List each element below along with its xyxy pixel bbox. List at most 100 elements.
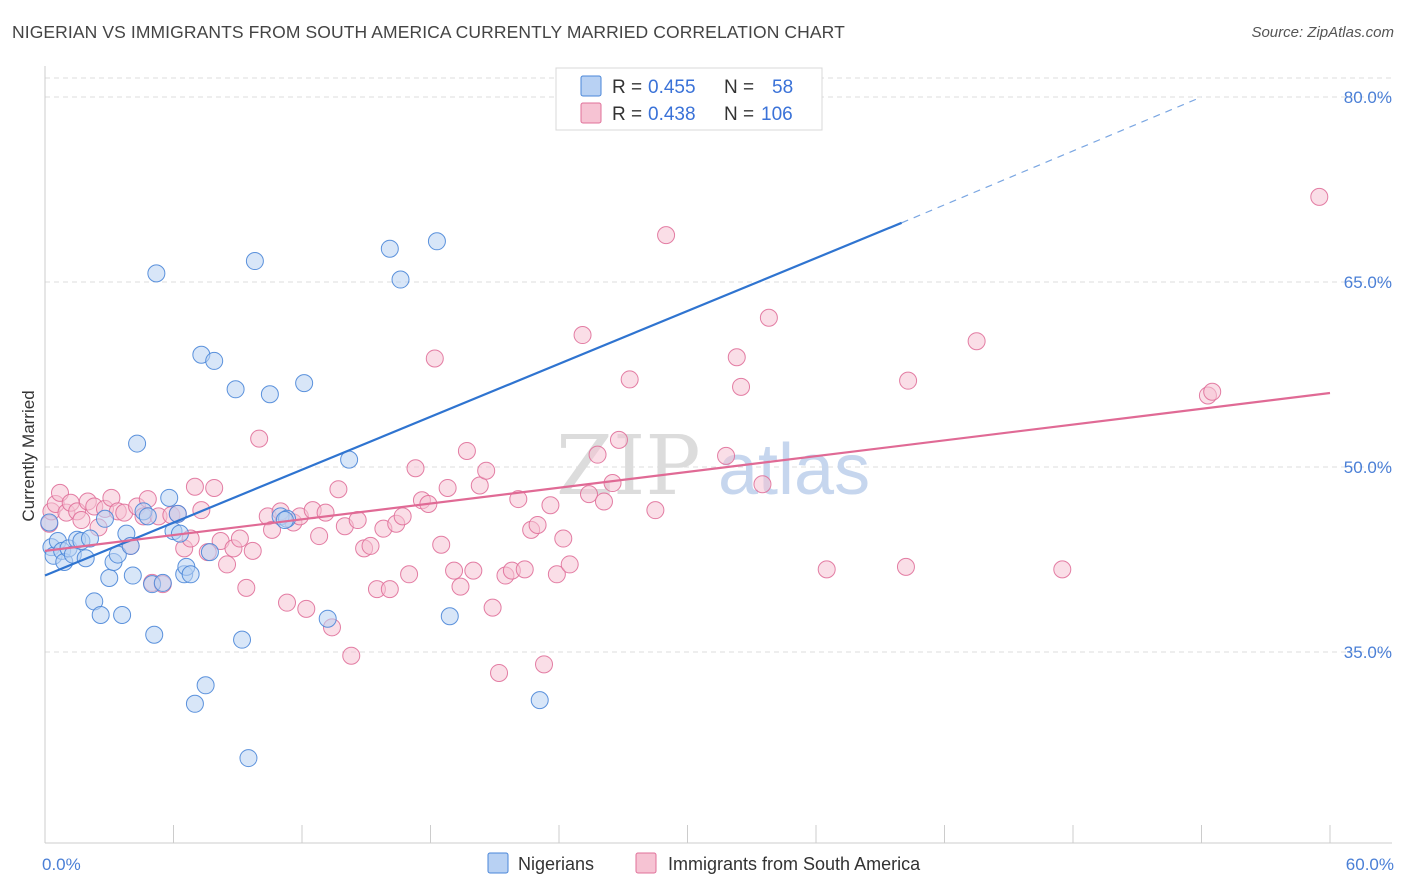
- legend-r-label-2: R =: [612, 104, 642, 125]
- immigrants-point: [727, 348, 746, 367]
- immigrants-point: [588, 445, 607, 464]
- legend-r-value-1: 0.455: [648, 77, 696, 98]
- nigerians-point: [128, 434, 147, 453]
- grid-lines: [45, 77, 1392, 653]
- immigrants-point: [278, 593, 297, 612]
- immigrants-point: [509, 490, 528, 509]
- nigerians-point: [391, 270, 410, 289]
- correlation-legend: R = 0.455 N = 58 R = 0.438 N = 106: [555, 67, 823, 131]
- nigerians-point: [113, 606, 132, 624]
- immigrants-point: [603, 474, 622, 493]
- nigerians-point: [530, 691, 549, 710]
- immigrants-point: [753, 475, 772, 494]
- watermark-zip: ZIP: [556, 419, 701, 514]
- immigrants-point: [432, 535, 451, 554]
- series-nigerians-points: [40, 100, 821, 768]
- nigerians-point: [318, 609, 337, 628]
- immigrants-point: [400, 565, 419, 584]
- immigrants-point: [560, 555, 579, 574]
- immigrants-point: [263, 520, 282, 539]
- nigerians-point: [100, 569, 119, 587]
- y-tick-label: 35.0%: [1344, 643, 1392, 662]
- nigerians-point: [40, 513, 59, 532]
- immigrants-point: [457, 441, 476, 460]
- y-axis-label: Currently Married: [19, 390, 38, 521]
- source-credit: Source: ZipAtlas.com: [1251, 24, 1394, 41]
- immigrants-point: [609, 430, 628, 449]
- immigrants-point: [230, 529, 249, 548]
- nigerians-point: [440, 607, 459, 626]
- immigrants-point: [205, 478, 224, 497]
- immigrants-point: [899, 371, 918, 390]
- legend-n-value-1: 58: [772, 77, 793, 98]
- nigerians-point: [200, 543, 219, 562]
- axes: [44, 66, 1392, 844]
- immigrants-point: [72, 511, 91, 530]
- immigrants-point: [218, 555, 237, 574]
- immigrants-point: [393, 507, 412, 526]
- y-tick-labels: 35.0% 50.0% 65.0% 80.0%: [1344, 88, 1392, 662]
- nigerians-trend-extension: [901, 96, 1202, 224]
- immigrants-point: [477, 461, 496, 480]
- series-legend: Nigerians Immigrants from South America: [487, 852, 921, 874]
- nigerians-point: [245, 252, 264, 271]
- nigerians-point: [160, 488, 179, 507]
- immigrants-point: [342, 646, 361, 665]
- immigrants-point: [528, 515, 547, 534]
- nigerians-point: [138, 507, 157, 526]
- immigrants-point: [310, 527, 329, 546]
- trend-lines: [44, 96, 1331, 577]
- immigrants-point: [250, 429, 269, 448]
- legend-swatch-blue: [580, 75, 602, 97]
- nigerians-point: [196, 676, 215, 695]
- legend-r-label-1: R =: [612, 77, 642, 98]
- y-tick-label: 50.0%: [1344, 458, 1392, 477]
- immigrants-point: [657, 226, 676, 245]
- nigerians-point: [147, 264, 166, 283]
- immigrants-point: [732, 377, 751, 396]
- nigerians-point: [91, 606, 110, 624]
- nigerians-point: [380, 239, 399, 258]
- immigrants-point: [329, 480, 348, 499]
- immigrants-point: [464, 561, 483, 580]
- nigerians-point: [233, 630, 252, 649]
- immigrants-point: [554, 529, 573, 548]
- immigrants-point: [451, 577, 470, 596]
- nigerians-point: [80, 529, 99, 548]
- immigrants-point: [380, 580, 399, 599]
- immigrants-point: [515, 560, 534, 579]
- immigrants-point: [1203, 382, 1222, 401]
- nigerians-point: [123, 566, 142, 585]
- nigerians-point: [205, 351, 224, 370]
- immigrants-point: [490, 663, 509, 682]
- immigrants-point: [425, 349, 444, 368]
- immigrants-point: [759, 308, 778, 327]
- nigerians-point: [260, 385, 279, 404]
- x-tick-labels: 0.0% 60.0%: [42, 855, 1394, 874]
- immigrants-point: [896, 557, 915, 576]
- immigrants-point: [445, 561, 464, 580]
- immigrants-point: [361, 536, 380, 555]
- nigerians-point: [295, 374, 314, 393]
- y-tick-label: 80.0%: [1344, 88, 1392, 107]
- y-tick-label: 65.0%: [1344, 273, 1392, 292]
- watermark: ZIP atlas: [556, 419, 870, 514]
- legend-n-label-1: N =: [724, 77, 754, 98]
- x-tick-label: 60.0%: [1346, 855, 1394, 874]
- nigerians-point: [95, 509, 114, 528]
- immigrants-point: [573, 326, 592, 345]
- immigrants-point: [1310, 187, 1329, 206]
- bottom-legend-immigrants: Immigrants from South America: [668, 854, 921, 874]
- chart-title: NIGERIAN VS IMMIGRANTS FROM SOUTH AMERIC…: [12, 22, 845, 42]
- x-tick-label: 0.0%: [42, 855, 81, 874]
- bottom-legend-swatch-pink: [635, 852, 657, 874]
- nigerians-trend-line: [44, 221, 903, 577]
- immigrants-point: [646, 501, 665, 520]
- nigerians-point: [427, 232, 446, 251]
- immigrants-point: [406, 459, 425, 478]
- immigrants-point: [535, 655, 554, 674]
- immigrants-point: [185, 477, 204, 496]
- immigrants-point: [438, 478, 457, 497]
- legend-n-label-2: N =: [724, 104, 754, 125]
- legend-r-value-2: 0.438: [648, 104, 696, 125]
